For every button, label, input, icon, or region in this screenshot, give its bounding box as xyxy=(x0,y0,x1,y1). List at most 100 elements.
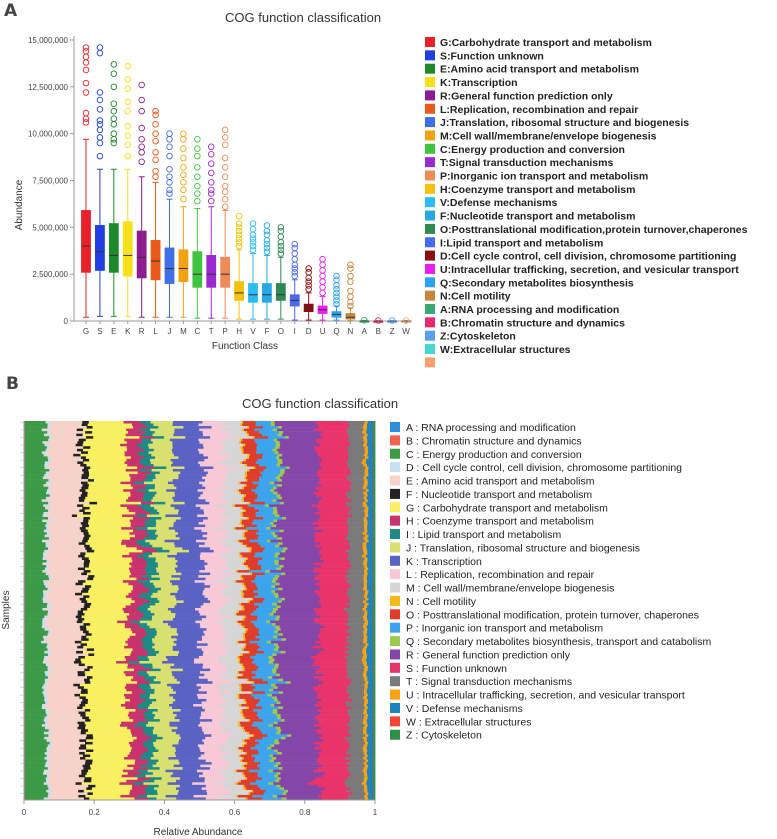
b-segment-D xyxy=(46,779,49,783)
b-segment-L xyxy=(204,779,224,783)
b-segment-G xyxy=(84,618,128,621)
b-segment-G xyxy=(83,610,125,614)
b-segment-E xyxy=(47,466,85,470)
b-segment-F xyxy=(80,729,89,733)
b-segment-S xyxy=(321,554,349,558)
b-segment-O xyxy=(242,653,256,657)
a-outlier-D xyxy=(305,265,312,272)
b-segment-I xyxy=(143,557,157,561)
b-segment-F xyxy=(81,572,88,576)
b-segment-M xyxy=(220,590,242,594)
b-segment-N xyxy=(248,719,251,722)
a-legend-label: W:Extracellular structures xyxy=(440,344,571,356)
b-segment-S xyxy=(320,587,349,591)
b-segment-K xyxy=(170,504,197,508)
a-legend-label: K:Transcription xyxy=(440,77,518,89)
b-segment-R xyxy=(272,693,318,697)
b-segment-Z xyxy=(373,618,376,621)
b-segment-H xyxy=(130,476,147,480)
b-segment-N xyxy=(238,658,241,662)
a-outlier-L xyxy=(152,167,159,175)
b-segment-E xyxy=(47,673,79,677)
b-segment-M xyxy=(232,547,250,551)
b-segment-S xyxy=(321,774,350,778)
b-segment-A xyxy=(24,436,26,439)
panel-a-legend: G:Carbohydrate transport and metabolismS… xyxy=(425,37,748,368)
b-segment-N xyxy=(245,557,249,561)
b-segment-C xyxy=(25,496,47,500)
b-segment-E xyxy=(49,532,84,535)
b-segment-I xyxy=(150,511,160,515)
b-segment-F xyxy=(79,739,87,743)
b-segment-J xyxy=(158,572,182,576)
b-segment-F xyxy=(84,544,91,548)
b-segment-N xyxy=(241,726,245,730)
b-segment-T xyxy=(351,565,365,568)
a-outlier-S xyxy=(96,106,104,113)
a-outlier-U xyxy=(319,289,326,297)
b-segment-I xyxy=(144,456,156,460)
b-segment-J xyxy=(143,782,168,786)
b-segment-Q xyxy=(273,635,278,639)
b-segment-Z xyxy=(373,451,376,455)
b-segment-H xyxy=(122,554,138,558)
a-outlier-C xyxy=(194,164,201,171)
b-segment-H xyxy=(131,590,149,594)
a-legend-label: I:Lipid transport and metabolism xyxy=(440,237,603,249)
b-segment-N xyxy=(242,534,245,538)
b-segment-L xyxy=(209,767,231,770)
b-segment-L xyxy=(206,628,226,631)
b-segment-I xyxy=(137,706,149,710)
b-segment-U xyxy=(362,769,368,773)
b-segment-I xyxy=(133,782,144,786)
b-segment-D xyxy=(48,792,52,796)
b-segment-F xyxy=(75,782,83,786)
b-segment-S xyxy=(322,529,349,533)
b-segment-U xyxy=(363,625,367,629)
a-outlier-T xyxy=(207,160,215,167)
b-segment-N xyxy=(251,597,254,601)
b-segment-I xyxy=(133,481,145,485)
b-segment-K xyxy=(170,774,200,778)
b-segment-V xyxy=(368,797,374,801)
a-outlier-K xyxy=(124,132,131,139)
b-segment-R xyxy=(286,517,321,520)
b-segment-O xyxy=(249,567,262,571)
b-segment-D xyxy=(43,511,47,515)
b-segment-Q xyxy=(269,658,275,662)
b-segment-U xyxy=(363,552,368,556)
b-segment-Z xyxy=(372,772,376,775)
a-outlier-G xyxy=(82,89,90,96)
b-segment-T xyxy=(346,666,365,669)
a-outlier-N xyxy=(347,299,354,306)
b-segment-J xyxy=(156,630,178,634)
b-segment-R xyxy=(280,628,321,631)
b-segment-L xyxy=(202,729,222,733)
b-segment-Z xyxy=(373,782,376,786)
b-segment-I xyxy=(142,602,156,606)
b-segment-F xyxy=(79,509,86,513)
b-segment-M xyxy=(225,633,244,637)
b-segment-T xyxy=(345,537,364,541)
b-segment-D xyxy=(42,620,46,624)
b-segment-W xyxy=(373,663,374,667)
b-segment-R xyxy=(277,698,322,702)
b-segment-P xyxy=(258,542,279,546)
b-segment-M xyxy=(229,797,246,801)
b-segment-J xyxy=(150,504,172,508)
b-segment-T xyxy=(350,484,364,487)
b-segment-Z xyxy=(373,757,376,760)
b-segment-U xyxy=(363,577,368,581)
b-segment-R xyxy=(277,635,319,639)
b-segment-M xyxy=(222,716,244,720)
b-segment-E xyxy=(44,499,80,503)
b-segment-Z xyxy=(373,630,376,634)
b-segment-L xyxy=(213,466,237,470)
b-segment-N xyxy=(237,746,240,750)
b-segment-K xyxy=(174,751,205,755)
a-outlier-R xyxy=(138,96,145,104)
b-segment-F xyxy=(73,453,81,457)
b-segment-M xyxy=(225,764,243,768)
b-segment-Q xyxy=(276,784,281,788)
b-segment-P xyxy=(258,484,278,487)
